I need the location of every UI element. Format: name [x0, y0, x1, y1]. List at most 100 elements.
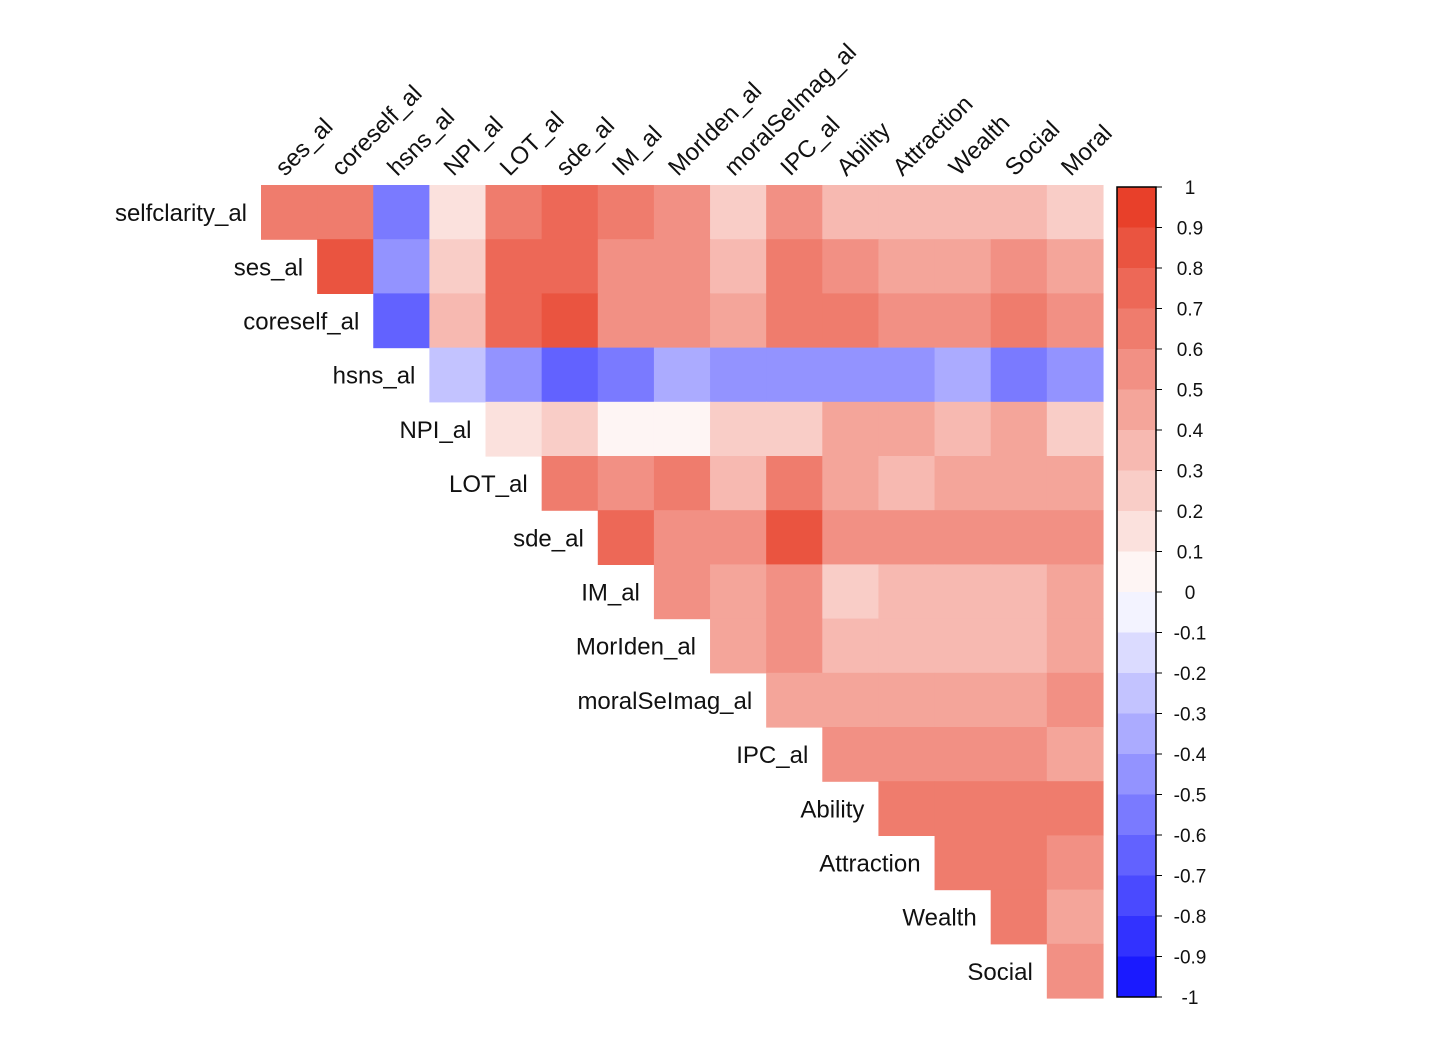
heatmap-cell — [710, 618, 767, 674]
heatmap-cell — [653, 456, 711, 511]
row-label: ses_al — [234, 254, 303, 281]
heatmap-cell — [822, 293, 880, 349]
column-label: Moral — [1056, 120, 1118, 182]
heatmap-cell — [541, 239, 599, 294]
legend-tick-label: 0.4 — [1177, 421, 1204, 442]
heatmap-cell — [1046, 781, 1104, 836]
heatmap-cell — [1046, 618, 1104, 674]
heatmap-cell — [1046, 727, 1104, 782]
legend-tick-label: 0.9 — [1177, 219, 1203, 240]
row-label: MorIden_al — [576, 634, 696, 661]
heatmap-cell — [1046, 943, 1104, 999]
heatmap-cell — [653, 564, 711, 620]
heatmap-cell — [710, 510, 767, 565]
legend-swatch — [1117, 349, 1156, 390]
legend-swatch — [1117, 470, 1156, 512]
legend-swatch — [1117, 916, 1156, 957]
heatmap-cell — [878, 185, 936, 240]
heatmap-cell — [429, 185, 487, 240]
legend-swatch — [1117, 308, 1156, 350]
heatmap-cell — [878, 401, 936, 457]
heatmap-cell — [766, 293, 823, 349]
row-label: hsns_al — [333, 363, 416, 390]
heatmap-cell — [934, 239, 992, 294]
heatmap-cell — [822, 239, 880, 294]
heatmap-cell — [541, 401, 599, 457]
column-labels: ses_alcoreself_alhsns_alNPI_alLOT_alsde_… — [270, 39, 1117, 182]
heatmap-cell — [429, 347, 487, 403]
heatmap-cell — [822, 185, 880, 240]
heatmap-cell — [990, 293, 1048, 349]
heatmap-cell — [990, 185, 1048, 240]
heatmap-cell — [934, 347, 992, 403]
heatmap-cell — [485, 347, 543, 403]
heatmap-cell — [373, 185, 430, 240]
heatmap-cell — [710, 347, 767, 403]
row-label: selfclarity_al — [115, 200, 247, 227]
heatmap-cell — [878, 618, 936, 674]
heatmap-cell — [597, 456, 655, 511]
legend-swatch — [1117, 187, 1156, 228]
heatmap-cell — [766, 239, 823, 294]
heatmap-cells — [261, 185, 1104, 999]
heatmap-cell — [541, 293, 599, 349]
heatmap-cell — [934, 510, 992, 565]
heatmap-cell — [990, 564, 1048, 620]
heatmap-cell — [990, 239, 1048, 294]
heatmap-cell — [990, 456, 1048, 511]
row-label: coreself_al — [243, 309, 359, 336]
row-label: Wealth — [902, 905, 976, 932]
heatmap-cell — [990, 672, 1048, 728]
heatmap-cell — [317, 239, 374, 294]
legend-tick-label: 1 — [1185, 178, 1196, 199]
legend-swatch — [1117, 430, 1156, 471]
row-label: NPI_al — [399, 417, 471, 444]
heatmap-cell — [1046, 293, 1104, 349]
heatmap-cell — [597, 185, 655, 240]
heatmap-cell — [878, 781, 936, 836]
legend-tick-label: 0.6 — [1177, 340, 1203, 361]
heatmap-cell — [485, 185, 543, 240]
heatmap-cell — [878, 510, 936, 565]
legend-tick-label: 0.5 — [1177, 381, 1203, 402]
heatmap-cell — [1046, 239, 1104, 294]
heatmap-cell — [822, 456, 880, 511]
heatmap-cell — [485, 239, 543, 294]
heatmap-cell — [822, 401, 880, 457]
heatmap-cell — [597, 239, 655, 294]
heatmap-cell — [653, 185, 711, 240]
row-label: sde_al — [513, 525, 584, 552]
heatmap-cell — [597, 347, 655, 403]
legend-tick-label: -0.4 — [1174, 745, 1207, 766]
legend-swatch — [1117, 551, 1156, 593]
heatmap-cell — [541, 456, 599, 511]
heatmap-cell — [710, 239, 767, 294]
heatmap-cell — [878, 727, 936, 782]
legend-tick-label: -0.7 — [1174, 867, 1207, 888]
heatmap-cell — [485, 401, 543, 457]
legend-tick-label: 0.2 — [1177, 502, 1203, 523]
heatmap-cell — [766, 185, 823, 240]
legend-tick-label: 0.8 — [1177, 259, 1203, 280]
heatmap-cell — [934, 835, 992, 891]
heatmap-cell — [597, 510, 655, 565]
row-label: LOT_al — [449, 471, 528, 498]
heatmap-cell — [934, 781, 992, 836]
heatmap-cell — [878, 293, 936, 349]
heatmap-cell — [653, 510, 711, 565]
heatmap-cell — [822, 347, 880, 403]
heatmap-cell — [261, 185, 318, 240]
legend-tick-label: -0.9 — [1174, 948, 1207, 969]
legend-swatch — [1117, 713, 1156, 755]
heatmap-cell — [934, 672, 992, 728]
legend-swatch — [1117, 673, 1156, 714]
heatmap-cell — [934, 564, 992, 620]
row-label: Social — [967, 959, 1032, 986]
legend-swatch — [1117, 592, 1156, 633]
heatmap-cell — [597, 401, 655, 457]
heatmap-cell — [878, 239, 936, 294]
legend-swatch — [1117, 956, 1156, 998]
heatmap-cell — [990, 835, 1048, 891]
legend-swatch — [1117, 835, 1156, 876]
heatmap-cell — [653, 239, 711, 294]
